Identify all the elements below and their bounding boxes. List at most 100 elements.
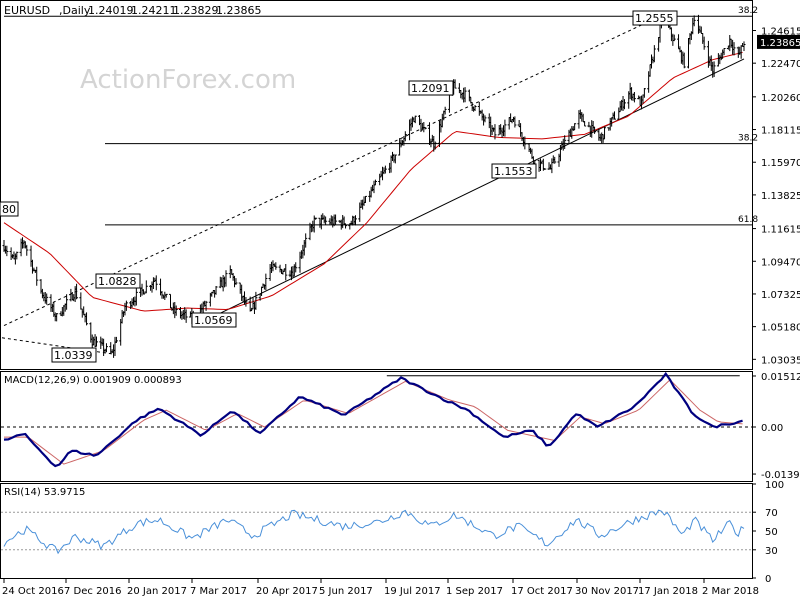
price-bar — [443, 106, 447, 115]
symbol-label: EURUSD — [4, 4, 50, 17]
price-bar — [622, 99, 626, 110]
rsi-y-tick-label: 70 — [765, 508, 778, 519]
x-tick-label: 30 Nov 2017 — [575, 586, 639, 597]
price-bar — [274, 262, 278, 270]
price-series — [2, 13, 746, 358]
price-bar — [523, 136, 527, 150]
price-bar — [553, 156, 557, 164]
price-y-tick-label: 1.11615 — [761, 225, 800, 236]
price-bar — [104, 343, 108, 353]
price-bar — [284, 263, 288, 281]
price-y-tick-label: 1.13825 — [761, 191, 800, 202]
price-y-tick-label: 1.09470 — [761, 257, 800, 268]
price-annotation-box — [191, 312, 237, 328]
price-bar — [712, 61, 716, 77]
price-bar — [244, 296, 248, 307]
rsi-y-axis: 100 70 50 30 0 — [752, 480, 784, 585]
x-tick-label: 20 Apr 2017 — [256, 586, 318, 597]
price-bar — [642, 87, 646, 98]
x-tick-label: 19 Jul 2017 — [384, 586, 441, 597]
rsi-y-tick-label: 0 — [765, 574, 771, 585]
fibonacci-levels: 38.2 38.2 61.8 — [4, 6, 758, 226]
price-bar — [204, 300, 208, 311]
price-y-tick-label: 1.03035 — [761, 355, 800, 366]
price-bar — [144, 280, 148, 294]
price-y-tick-label: 1.07325 — [761, 290, 800, 301]
price-annotation-label: 1.1553 — [494, 165, 533, 178]
x-axis: 24 Oct 2016 7 Dec 2016 20 Jan 2017 7 Mar 20… — [2, 578, 759, 597]
price-bar — [463, 87, 467, 103]
price-annotation: 1.0828 — [95, 273, 141, 289]
rsi-y-tick-label: 100 — [765, 480, 784, 491]
x-tick-label: 24 Oct 2016 — [2, 586, 64, 597]
price-bar — [722, 48, 726, 56]
last-price-marker: 1.23865 — [757, 34, 800, 49]
fibonacci-label: 61.8 — [738, 215, 758, 225]
macd-label: MACD(12,26,9) 0.001909 0.000893 — [4, 375, 182, 386]
price-bar — [393, 154, 397, 164]
timeframe-label: ,Daily — [59, 4, 91, 17]
price-bar — [174, 305, 178, 316]
price-annotation: 1.0569 — [191, 312, 237, 328]
price-bar — [5, 245, 9, 257]
price-annotation-box — [632, 10, 678, 26]
price-annotation-label: 1.0569 — [194, 314, 233, 327]
price-bar — [95, 336, 98, 347]
price-bar — [224, 270, 228, 287]
price-bar — [632, 91, 636, 103]
price-annotation: 1.1553 — [491, 163, 537, 179]
price-bar — [85, 312, 89, 326]
ohlc-low: 1.23829 — [173, 4, 219, 17]
price-bar — [702, 36, 706, 50]
rsi-y-tick-label: 50 — [765, 527, 778, 538]
price-bar — [124, 300, 128, 311]
macd-y-tick-label: -0.013938 — [761, 470, 800, 481]
price-y-tick-label: 1.18115 — [761, 126, 800, 137]
price-bar — [732, 42, 736, 56]
price-bar — [692, 15, 696, 27]
price-annotation-label: 80 — [2, 203, 16, 216]
price-bar — [304, 233, 308, 248]
price-bar — [503, 119, 507, 137]
price-bar — [423, 127, 427, 130]
price-bar — [373, 179, 377, 186]
price-annotation: 80 — [0, 201, 19, 217]
price-bar — [513, 116, 517, 128]
price-bar — [354, 215, 357, 226]
x-tick-label: 7 Dec 2016 — [64, 586, 122, 597]
sma-line — [3, 51, 743, 312]
macd-y-axis: 0.01512 0.00 -0.013938 — [752, 372, 800, 481]
price-bar — [363, 195, 367, 203]
price-y-tick-label: 1.24615 — [761, 26, 800, 37]
price-panel-frame — [0, 0, 753, 370]
price-bar — [114, 336, 118, 343]
x-tick-label: 17 Oct 2017 — [511, 586, 573, 597]
macd-y-tick-label: 0.01512 — [761, 372, 800, 383]
price-bar — [603, 126, 607, 140]
macd-signal-line — [4, 379, 743, 465]
price-annotation: 1.2091 — [408, 80, 454, 96]
price-bar — [583, 121, 587, 127]
price-annotation-label: 1.0828 — [98, 275, 137, 288]
price-y-tick-label: 1.22470 — [761, 59, 800, 70]
price-bar — [543, 168, 547, 170]
price-y-tick-label: 1.05180 — [761, 323, 800, 334]
price-bar — [613, 111, 616, 120]
price-y-tick-label: 1.15970 — [761, 158, 800, 169]
price-bar — [65, 294, 69, 310]
rsi-label: RSI(14) 53.9715 — [4, 487, 85, 498]
price-annotation-label: 1.2555 — [635, 12, 674, 25]
ohlc-open: 1.24019 — [88, 4, 134, 17]
price-bar — [682, 52, 686, 69]
price-bar — [593, 126, 597, 134]
x-tick-label: 2 Mar 2018 — [702, 586, 759, 597]
x-tick-label: 17 Jan 2018 — [638, 586, 698, 597]
last-price-box — [757, 34, 800, 49]
price-bar — [433, 141, 437, 150]
fibonacci-label: 38.2 — [738, 6, 758, 16]
ohlc-high: 1.24211 — [131, 4, 177, 17]
last-price-label: 1.23865 — [760, 38, 800, 49]
price-bar — [483, 115, 487, 123]
price-bar — [344, 223, 348, 229]
